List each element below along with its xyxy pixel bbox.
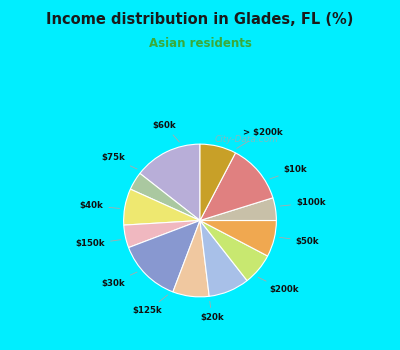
Text: $20k: $20k xyxy=(200,301,224,322)
Text: Asian residents: Asian residents xyxy=(148,37,252,50)
Wedge shape xyxy=(173,220,209,297)
Wedge shape xyxy=(128,220,200,292)
Text: $75k: $75k xyxy=(101,153,137,169)
Text: Income distribution in Glades, FL (%): Income distribution in Glades, FL (%) xyxy=(46,12,354,27)
Text: $100k: $100k xyxy=(280,198,326,208)
Wedge shape xyxy=(140,144,200,220)
Text: $30k: $30k xyxy=(101,272,137,288)
Text: $60k: $60k xyxy=(153,121,179,142)
Text: > $200k: > $200k xyxy=(237,128,282,148)
Text: City-Data.com: City-Data.com xyxy=(215,135,279,144)
Text: $50k: $50k xyxy=(280,237,319,245)
Wedge shape xyxy=(124,220,200,247)
Wedge shape xyxy=(200,144,236,220)
Text: $40k: $40k xyxy=(80,201,120,210)
Text: $125k: $125k xyxy=(133,295,168,315)
Text: $200k: $200k xyxy=(258,277,299,294)
Wedge shape xyxy=(124,189,200,225)
Wedge shape xyxy=(130,173,200,220)
Wedge shape xyxy=(200,220,268,281)
Wedge shape xyxy=(200,153,273,220)
Wedge shape xyxy=(200,220,247,296)
Wedge shape xyxy=(200,198,276,220)
Text: $10k: $10k xyxy=(270,166,307,179)
Text: $150k: $150k xyxy=(76,239,121,248)
Wedge shape xyxy=(200,220,276,256)
